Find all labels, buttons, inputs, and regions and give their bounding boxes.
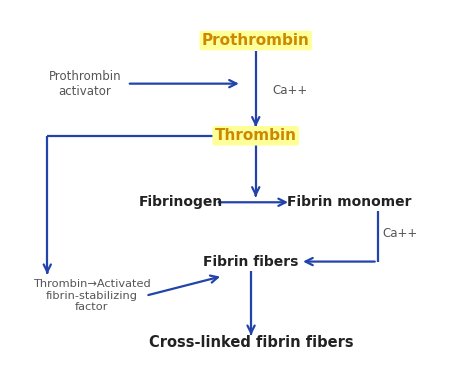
- Text: Fibrin fibers: Fibrin fibers: [203, 254, 299, 269]
- Text: Ca++: Ca++: [382, 227, 418, 240]
- Text: Thrombin→Activated
fibrin-stabilizing
factor: Thrombin→Activated fibrin-stabilizing fa…: [33, 279, 151, 312]
- Text: Fibrin monomer: Fibrin monomer: [287, 195, 412, 209]
- Text: Prothrombin: Prothrombin: [202, 33, 310, 48]
- Text: Cross-linked fibrin fibers: Cross-linked fibrin fibers: [149, 335, 353, 350]
- Text: Thrombin: Thrombin: [215, 128, 297, 143]
- Text: Fibrinogen: Fibrinogen: [139, 195, 223, 209]
- Text: Prothrombin
activator: Prothrombin activator: [48, 70, 121, 98]
- Text: Ca++: Ca++: [272, 84, 307, 97]
